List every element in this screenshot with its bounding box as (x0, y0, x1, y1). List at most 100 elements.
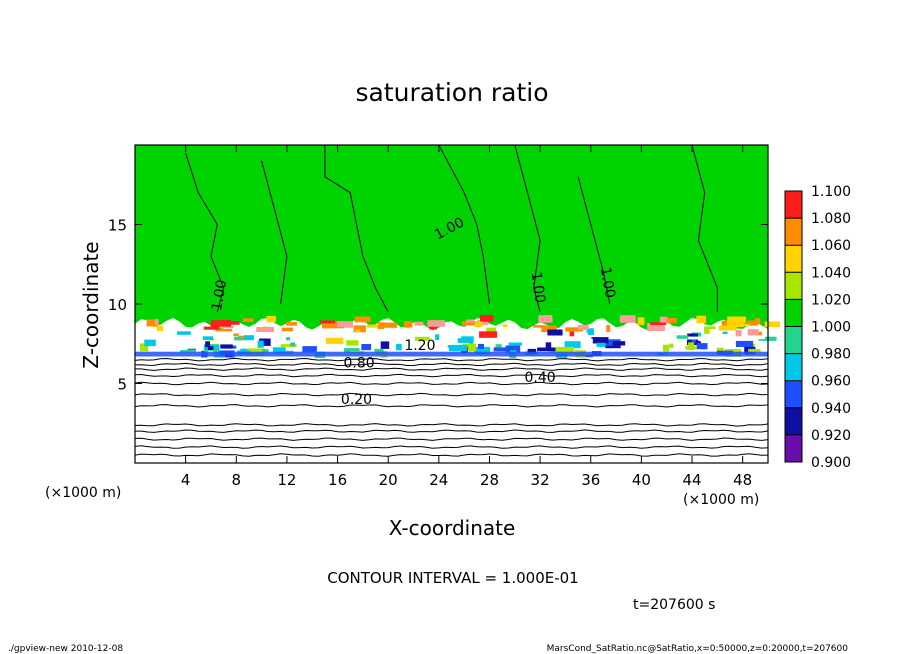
band-cell (210, 320, 227, 328)
band-cell (583, 332, 588, 337)
band-cell (399, 328, 413, 335)
band-cell (754, 318, 761, 325)
contour-line (134, 437, 769, 441)
time-stamp: t=207600 s (633, 597, 715, 613)
band-cell (474, 346, 490, 355)
band-cell (476, 320, 489, 325)
band-cell (656, 339, 672, 344)
band-cell (207, 346, 214, 350)
band-cell (144, 339, 156, 347)
band-cell (233, 333, 239, 337)
band-cell (718, 325, 737, 331)
band-cell (403, 321, 413, 328)
x-unit-label: (×1000 m) (683, 492, 759, 508)
band-cell (281, 337, 301, 340)
contour-label: 1.00 (597, 266, 618, 299)
x-tick-label: 24 (429, 471, 448, 489)
band-cell (709, 329, 720, 337)
colorbar-label: 1.040 (811, 265, 851, 281)
band-cell (493, 347, 511, 352)
band-cell (696, 343, 708, 349)
band-cell (352, 337, 371, 343)
band-cell (427, 320, 445, 327)
band-cell (234, 336, 243, 341)
contour-line (514, 144, 541, 313)
colorbar-label: 0.940 (811, 401, 851, 417)
band-cell (366, 324, 379, 328)
footer-source: MarsCond_SatRatio.nc@SatRatio,x=0:50000,… (547, 644, 849, 654)
x-tick-label: 28 (480, 471, 499, 489)
colorbar-label: 1.000 (811, 320, 851, 336)
band-cell (698, 338, 708, 342)
band-cell (508, 342, 522, 346)
x-tick-label: 4 (181, 471, 191, 489)
band-cell (537, 347, 556, 352)
band-cell (474, 321, 483, 328)
band-cell (380, 341, 390, 349)
contour-label: 0.40 (525, 370, 556, 386)
band-cell (146, 319, 158, 327)
contour-line (134, 404, 769, 408)
band-cell (257, 340, 264, 348)
x-axis-ticks: 4 8 12 16 20 24 28 32 36 40 44 48 (181, 145, 752, 489)
band-cell (755, 335, 766, 340)
band-cell (541, 325, 557, 333)
band-cell (602, 339, 621, 346)
band-cell (479, 331, 498, 338)
contour-line (134, 362, 769, 367)
band-cell (538, 315, 553, 323)
contour-line (134, 392, 769, 397)
band-cell (202, 336, 213, 340)
band-cell (262, 349, 269, 353)
colorbar-label: 0.960 (811, 374, 851, 390)
band-cell (290, 342, 295, 347)
band-cell (149, 334, 163, 338)
x-tick-label: 8 (232, 471, 242, 489)
band-cell (637, 317, 645, 325)
band-cell (747, 329, 759, 336)
band-cell (281, 327, 293, 332)
chart-title: saturation ratio (355, 78, 548, 107)
y-tick-label: 5 (117, 376, 127, 394)
band-cell (334, 321, 353, 328)
band-cell (425, 332, 431, 336)
band-cell (318, 330, 331, 336)
band-cell (495, 344, 502, 348)
band-cell (457, 336, 474, 343)
band-cell (152, 325, 164, 331)
band-cell (219, 325, 234, 329)
x-axis-label: X-coordinate (389, 516, 516, 540)
band-cell (764, 321, 780, 328)
band-cell (353, 325, 366, 333)
subsaturated-layer (135, 351, 768, 357)
band-cell (203, 326, 220, 330)
y-unit-label: (×1000 m) (45, 485, 121, 501)
band-cell (747, 320, 758, 326)
band-cell (271, 331, 286, 337)
band-cell (696, 315, 706, 324)
contour-line (134, 373, 769, 378)
band-cell (612, 341, 626, 346)
band-cell (322, 321, 338, 329)
band-cell (242, 318, 254, 322)
band-cell (466, 319, 475, 323)
band-cell (244, 335, 254, 341)
band-cell (361, 344, 372, 351)
colorbar-label: 1.060 (811, 238, 851, 254)
contour-label: 1.00 (528, 271, 548, 304)
colorbar-label: 1.020 (811, 292, 851, 308)
colorbar-label: 1.100 (811, 184, 851, 200)
colorbar-label: 0.920 (811, 428, 851, 444)
band-cell (547, 329, 563, 336)
contour-line (134, 445, 769, 449)
band-cell (319, 320, 336, 324)
contour-line (134, 423, 769, 427)
colorbar-label: 1.080 (811, 211, 851, 227)
band-cell (180, 350, 192, 353)
band-cell (280, 344, 297, 348)
band-cell (266, 315, 276, 323)
band-cell (177, 331, 191, 335)
band-cell (302, 346, 317, 353)
band-cell (565, 327, 583, 332)
